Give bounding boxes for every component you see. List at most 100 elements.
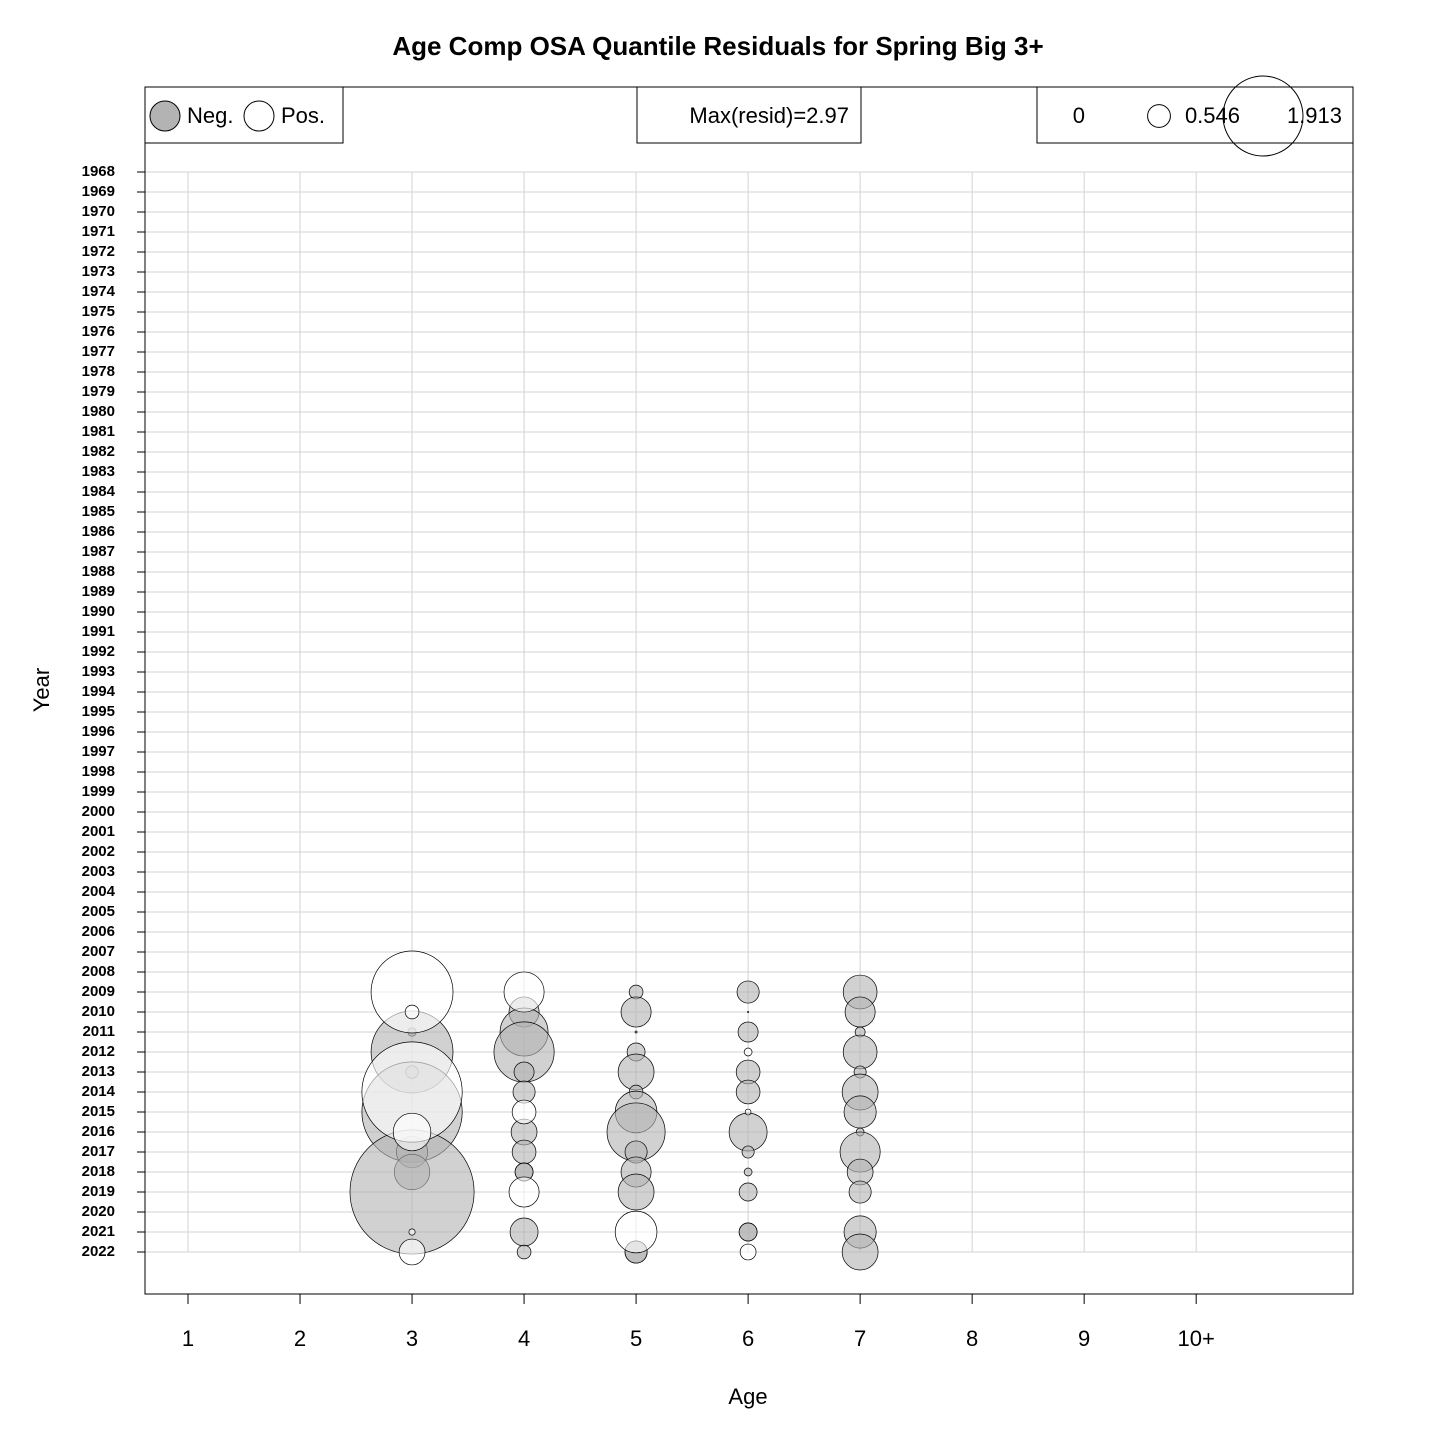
bubble <box>728 1112 768 1152</box>
bubble <box>408 1228 416 1236</box>
size-legend-label: 1.913 <box>1287 103 1342 128</box>
y-tick-label: 2007 <box>82 943 115 960</box>
y-tick-label: 2013 <box>82 1063 115 1080</box>
bubble <box>503 971 545 1013</box>
y-tick-label: 2011 <box>82 1023 115 1040</box>
bubble <box>848 1180 872 1204</box>
bubble <box>617 1173 655 1211</box>
y-tick-label: 2000 <box>82 803 115 820</box>
y-tick-label: 2009 <box>82 983 115 1000</box>
bubble <box>392 1112 432 1152</box>
y-tick-label: 1985 <box>82 503 115 520</box>
bubble <box>738 1182 758 1202</box>
y-tick-label: 1977 <box>82 343 115 360</box>
y-tick-label: 2021 <box>82 1223 115 1240</box>
size-legend-circle <box>1147 104 1171 128</box>
y-tick-label: 2003 <box>82 863 115 880</box>
y-tick-label: 1986 <box>82 523 115 540</box>
bubble <box>398 1238 426 1266</box>
y-tick-label: 2001 <box>82 823 115 840</box>
y-tick-label: 1999 <box>82 783 115 800</box>
y-tick-label: 1989 <box>82 583 115 600</box>
bubble <box>634 1030 638 1034</box>
x-axis-label: Age <box>728 1384 767 1409</box>
y-tick-label: 2002 <box>82 843 115 860</box>
max-label: Max(resid)=2.97 <box>689 103 849 128</box>
legend-box <box>636 86 862 144</box>
x-tick-label: 10+ <box>1178 1326 1215 1351</box>
y-tick-label: 1974 <box>82 283 116 300</box>
bubble <box>508 1176 540 1208</box>
legend-swatch <box>149 100 181 132</box>
bubble <box>841 1233 879 1271</box>
bubble <box>614 1210 658 1254</box>
y-tick-label: 1973 <box>82 263 115 280</box>
y-tick-label: 2017 <box>82 1143 115 1160</box>
x-tick-label: 8 <box>966 1326 978 1351</box>
x-tick-label: 7 <box>854 1326 866 1351</box>
bubble <box>741 1145 755 1159</box>
bubble <box>843 1095 877 1129</box>
bubble <box>743 1167 753 1177</box>
legend-swatch <box>243 100 275 132</box>
y-tick-label: 1971 <box>82 223 115 240</box>
y-tick-label: 2016 <box>82 1123 115 1140</box>
bubble <box>743 1047 753 1057</box>
y-tick-label: 1981 <box>82 423 115 440</box>
y-tick-label: 2004 <box>82 883 116 900</box>
y-tick-label: 1995 <box>82 703 115 720</box>
bubble <box>513 1061 535 1083</box>
y-tick-label: 1998 <box>82 763 115 780</box>
bubble <box>737 1021 759 1043</box>
y-tick-label: 1990 <box>82 603 115 620</box>
legend-label: Pos. <box>281 103 325 128</box>
bubble <box>842 1034 878 1070</box>
bubble <box>620 996 652 1028</box>
y-tick-label: 1993 <box>82 663 115 680</box>
size-legend-label: 0.546 <box>1185 103 1240 128</box>
y-tick-label: 2008 <box>82 963 115 980</box>
y-tick-label: 1992 <box>82 643 115 660</box>
y-tick-label: 2012 <box>82 1043 115 1060</box>
y-tick-label: 1984 <box>82 483 116 500</box>
x-tick-label: 5 <box>630 1326 642 1351</box>
y-tick-label: 1969 <box>82 183 115 200</box>
bubble <box>511 1139 537 1165</box>
y-tick-label: 2019 <box>82 1183 115 1200</box>
y-tick-label: 1975 <box>82 303 115 320</box>
x-tick-label: 9 <box>1078 1326 1090 1351</box>
y-tick-label: 1982 <box>82 443 115 460</box>
x-tick-label: 2 <box>294 1326 306 1351</box>
x-tick-label: 4 <box>518 1326 530 1351</box>
bubble <box>744 1108 752 1116</box>
y-tick-label: 1987 <box>82 543 115 560</box>
y-tick-label: 1980 <box>82 403 115 420</box>
size-legend-circle <box>1222 75 1304 157</box>
legend-label: Neg. <box>187 103 233 128</box>
y-axis-label: Year <box>29 668 54 712</box>
bubble <box>509 1217 539 1247</box>
bubble <box>511 1099 537 1125</box>
bubble <box>844 996 876 1028</box>
x-tick-label: 3 <box>406 1326 418 1351</box>
bubble <box>738 1222 758 1242</box>
chart-title: Age Comp OSA Quantile Residuals for Spri… <box>392 31 1043 61</box>
y-tick-label: 1970 <box>82 203 115 220</box>
bubble <box>404 1004 420 1020</box>
y-tick-label: 2006 <box>82 923 115 940</box>
y-tick-label: 1994 <box>82 683 116 700</box>
bubble <box>747 1011 750 1013</box>
bubble <box>617 1053 655 1091</box>
y-tick-label: 1983 <box>82 463 115 480</box>
bubble <box>516 1244 532 1260</box>
bubble <box>735 1079 761 1105</box>
y-tick-label: 1972 <box>82 243 115 260</box>
bubble <box>736 980 760 1004</box>
x-tick-label: 6 <box>742 1326 754 1351</box>
y-tick-label: 2010 <box>82 1003 115 1020</box>
size-legend-label: 0 <box>1073 103 1085 128</box>
y-tick-label: 1968 <box>82 163 115 180</box>
y-tick-label: 1988 <box>82 563 115 580</box>
